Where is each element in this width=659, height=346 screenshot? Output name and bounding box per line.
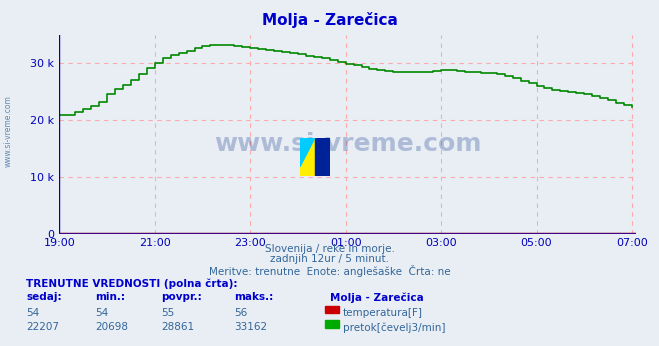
Text: TRENUTNE VREDNOSTI (polna črta):: TRENUTNE VREDNOSTI (polna črta): [26,279,238,289]
Text: 54: 54 [96,308,109,318]
Text: maks.:: maks.: [234,292,273,302]
Text: 22207: 22207 [26,322,59,333]
Text: Meritve: trenutne  Enote: anglešaške  Črta: ne: Meritve: trenutne Enote: anglešaške Črta… [209,265,450,277]
Text: Molja - Zarečica: Molja - Zarečica [262,12,397,28]
Text: 56: 56 [234,308,247,318]
Text: zadnjih 12ur / 5 minut.: zadnjih 12ur / 5 minut. [270,254,389,264]
Text: pretok[čevelj3/min]: pretok[čevelj3/min] [343,322,445,333]
Polygon shape [300,138,315,176]
Text: min.:: min.: [96,292,126,302]
Text: Slovenija / reke in morje.: Slovenija / reke in morje. [264,244,395,254]
Text: 54: 54 [26,308,40,318]
Text: 20698: 20698 [96,322,129,333]
Polygon shape [300,138,315,167]
Text: sedaj:: sedaj: [26,292,62,302]
Text: Molja - Zarečica: Molja - Zarečica [330,292,423,303]
Text: www.si-vreme.com: www.si-vreme.com [214,132,481,156]
Text: www.si-vreme.com: www.si-vreme.com [4,95,13,167]
Text: 55: 55 [161,308,175,318]
Text: povpr.:: povpr.: [161,292,202,302]
Text: temperatura[F]: temperatura[F] [343,308,422,318]
Polygon shape [315,138,330,176]
Text: 28861: 28861 [161,322,194,333]
Text: 33162: 33162 [234,322,267,333]
